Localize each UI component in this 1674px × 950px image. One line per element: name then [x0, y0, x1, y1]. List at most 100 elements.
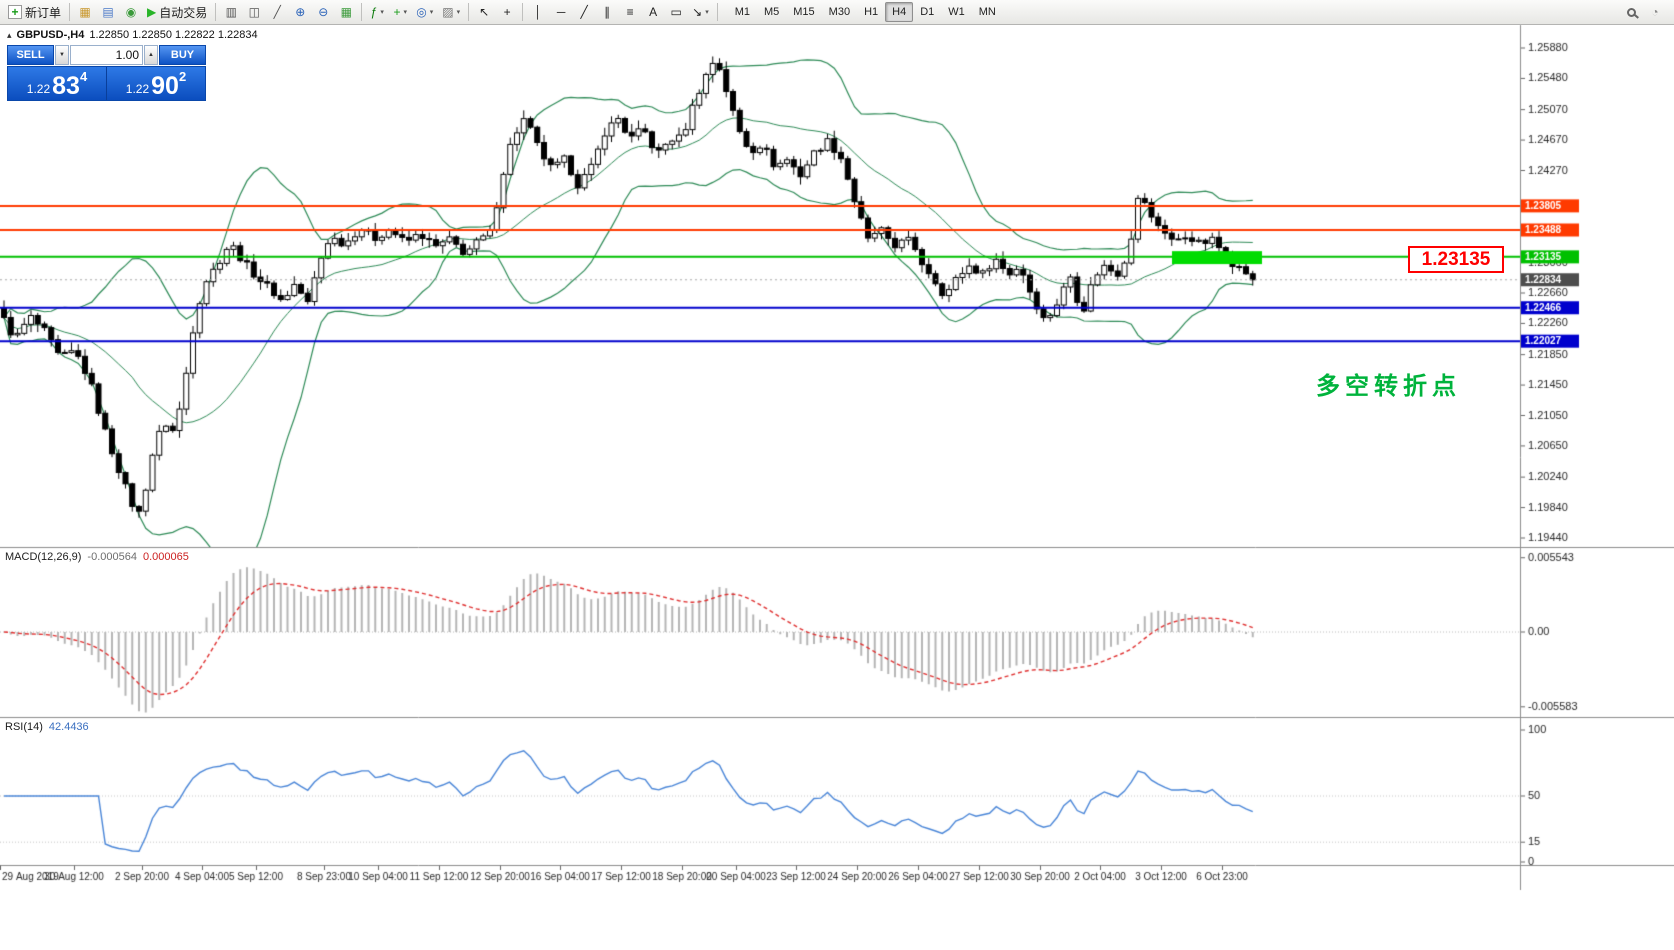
- text-button[interactable]: A: [642, 2, 664, 23]
- sell-price-pips: 83: [52, 71, 80, 100]
- toolbar-separator: [468, 3, 470, 21]
- timeframe-w1-button[interactable]: W1: [948, 6, 965, 18]
- zoom-in-button[interactable]: ⊕: [289, 2, 311, 23]
- autotrading-button[interactable]: ▶ 自动交易: [143, 2, 211, 23]
- data-window-button[interactable]: ▤: [97, 2, 119, 23]
- horizontal-line-icon: ─: [556, 5, 566, 19]
- community-icon: ◔: [1651, 5, 1659, 19]
- rsi-value: 42.4436: [48, 721, 89, 733]
- buy-price-point: 2: [178, 69, 187, 84]
- profiles-button[interactable]: ◎ ▾: [412, 2, 437, 23]
- vertical-line-icon: │: [534, 5, 542, 19]
- text-icon: A: [649, 5, 658, 19]
- timeframe-m30-button[interactable]: M30: [828, 6, 851, 18]
- candlestick-icon: ◫: [248, 5, 260, 19]
- indicators-button[interactable]: ƒ ▾: [366, 2, 388, 23]
- fibonacci-button[interactable]: ≡: [619, 2, 641, 23]
- dropdown-caret-icon: ▾: [380, 9, 384, 16]
- label-icon: ▭: [670, 5, 682, 19]
- arrows-button[interactable]: ↘ ▾: [688, 2, 713, 23]
- sell-price-point: 4: [79, 69, 88, 84]
- sell-price-display[interactable]: 1.22 83 4: [8, 67, 106, 100]
- dropdown-caret-icon: ▾: [705, 9, 709, 16]
- zoom-out-icon: ⊖: [318, 5, 329, 19]
- market-watch-button[interactable]: ▦: [74, 2, 96, 23]
- toolbar-separator: [215, 3, 217, 21]
- candlestick-chart-button[interactable]: ◫: [243, 2, 265, 23]
- sell-button[interactable]: SELL: [7, 45, 54, 65]
- sell-price-prefix: 1.22: [26, 82, 51, 96]
- toolbar-separator: [69, 3, 71, 21]
- indicators-icon: ƒ: [370, 5, 378, 19]
- rsi-label: RSI(14): [5, 721, 43, 733]
- buy-price-prefix: 1.22: [125, 82, 150, 96]
- community-button[interactable]: ◔: [1644, 2, 1666, 23]
- data-window-icon: ▤: [102, 5, 114, 19]
- lot-size-input[interactable]: [70, 45, 143, 65]
- search-icon: [1626, 7, 1636, 17]
- toolbar: + 新订单 ▦ ▤ ◉ ▶ 自动交易 ▥ ◫ ╱ ⊕ ⊖ ▦ ƒ ▾ + ▾ ◎ ▾ ▨ ▾ ↖ + │ ─ ╱ ∥ ≡ A ▭ ↘ ▾ M1 M…: [0, 0, 1674, 25]
- timeframe-group: M1 M5 M15 M30 H1 H4 D1 W1 MN: [728, 2, 1003, 22]
- navigator-icon: ◉: [125, 5, 137, 19]
- macd-main-value: -0.000564: [87, 551, 137, 563]
- chart-header: ▴ GBPUSD-,H4 1.22850 1.22850 1.22822 1.2…: [7, 29, 258, 41]
- channel-button[interactable]: ∥: [596, 2, 618, 23]
- template-icon: ▨: [442, 5, 454, 19]
- chart-symbol-label: GBPUSD-,H4: [16, 29, 85, 41]
- one-click-collapse-arrow[interactable]: ▴: [7, 29, 12, 40]
- trendline-button[interactable]: ╱: [573, 2, 595, 23]
- market-watch-icon: ▦: [79, 5, 91, 19]
- profiles-icon: ◎: [416, 5, 427, 19]
- bar-chart-icon: ▥: [225, 5, 237, 19]
- horizontal-line-button[interactable]: ─: [550, 2, 572, 23]
- channel-icon: ∥: [604, 5, 611, 19]
- templates-button[interactable]: ▨ ▾: [438, 2, 464, 23]
- label-button[interactable]: ▭: [665, 2, 687, 23]
- lot-up-button[interactable]: ▲: [144, 45, 158, 65]
- buy-price-display[interactable]: 1.22 90 2: [106, 67, 205, 100]
- crosshair-button[interactable]: +: [496, 2, 518, 23]
- lot-down-button[interactable]: ▼: [55, 45, 69, 65]
- plus-icon: +: [393, 5, 401, 19]
- cursor-button[interactable]: ↖: [473, 2, 495, 23]
- buy-button[interactable]: BUY: [159, 45, 206, 65]
- trendline-icon: ╱: [580, 5, 588, 19]
- buy-price-pips: 90: [151, 71, 179, 100]
- timeframe-m5-button[interactable]: M5: [763, 6, 780, 18]
- rsi-indicator-label: RSI(14) 42.4436: [5, 721, 89, 733]
- dropdown-caret-icon: ▾: [429, 9, 434, 16]
- toolbar-separator: [522, 3, 524, 21]
- timeframe-h4-button[interactable]: H4: [885, 2, 914, 22]
- arrow-icon: ↘: [692, 5, 703, 19]
- zoom-out-button[interactable]: ⊖: [312, 2, 334, 23]
- macd-signal-value: 0.000065: [142, 551, 189, 563]
- timeframe-m15-button[interactable]: M15: [793, 6, 815, 18]
- toolbar-separator: [716, 3, 718, 21]
- line-chart-icon: ╱: [273, 5, 281, 19]
- bar-chart-button[interactable]: ▥: [220, 2, 242, 23]
- price-callout-box: 1.23135: [1408, 246, 1504, 273]
- zoom-in-icon: ⊕: [295, 5, 306, 19]
- new-order-icon: +: [8, 5, 22, 19]
- line-chart-button[interactable]: ╱: [266, 2, 288, 23]
- timeframe-h1-button[interactable]: H1: [864, 6, 879, 18]
- tile-windows-button[interactable]: ▦: [335, 2, 357, 23]
- autotrading-play-icon: ▶: [147, 5, 157, 19]
- search-button[interactable]: [1620, 2, 1642, 23]
- autotrading-button-label: 自动交易: [159, 5, 208, 20]
- tile-windows-icon: ▦: [340, 5, 352, 19]
- timeframe-m1-button[interactable]: M1: [734, 6, 750, 18]
- chart-annotation-text: 多空转折点: [1316, 373, 1461, 400]
- toolbar-separator: [361, 3, 363, 21]
- macd-label: MACD(12,26,9): [5, 551, 82, 563]
- timeframe-mn-button[interactable]: MN: [978, 6, 996, 18]
- dropdown-caret-icon: ▾: [403, 9, 408, 16]
- navigator-button[interactable]: ◉: [120, 2, 142, 23]
- new-order-button[interactable]: + 新订单: [4, 2, 65, 23]
- timeframe-d1-button[interactable]: D1: [920, 6, 935, 18]
- new-chart-button[interactable]: + ▾: [389, 2, 411, 23]
- toolbar-right-group: ◔: [1620, 2, 1670, 23]
- vertical-line-button[interactable]: │: [527, 2, 549, 23]
